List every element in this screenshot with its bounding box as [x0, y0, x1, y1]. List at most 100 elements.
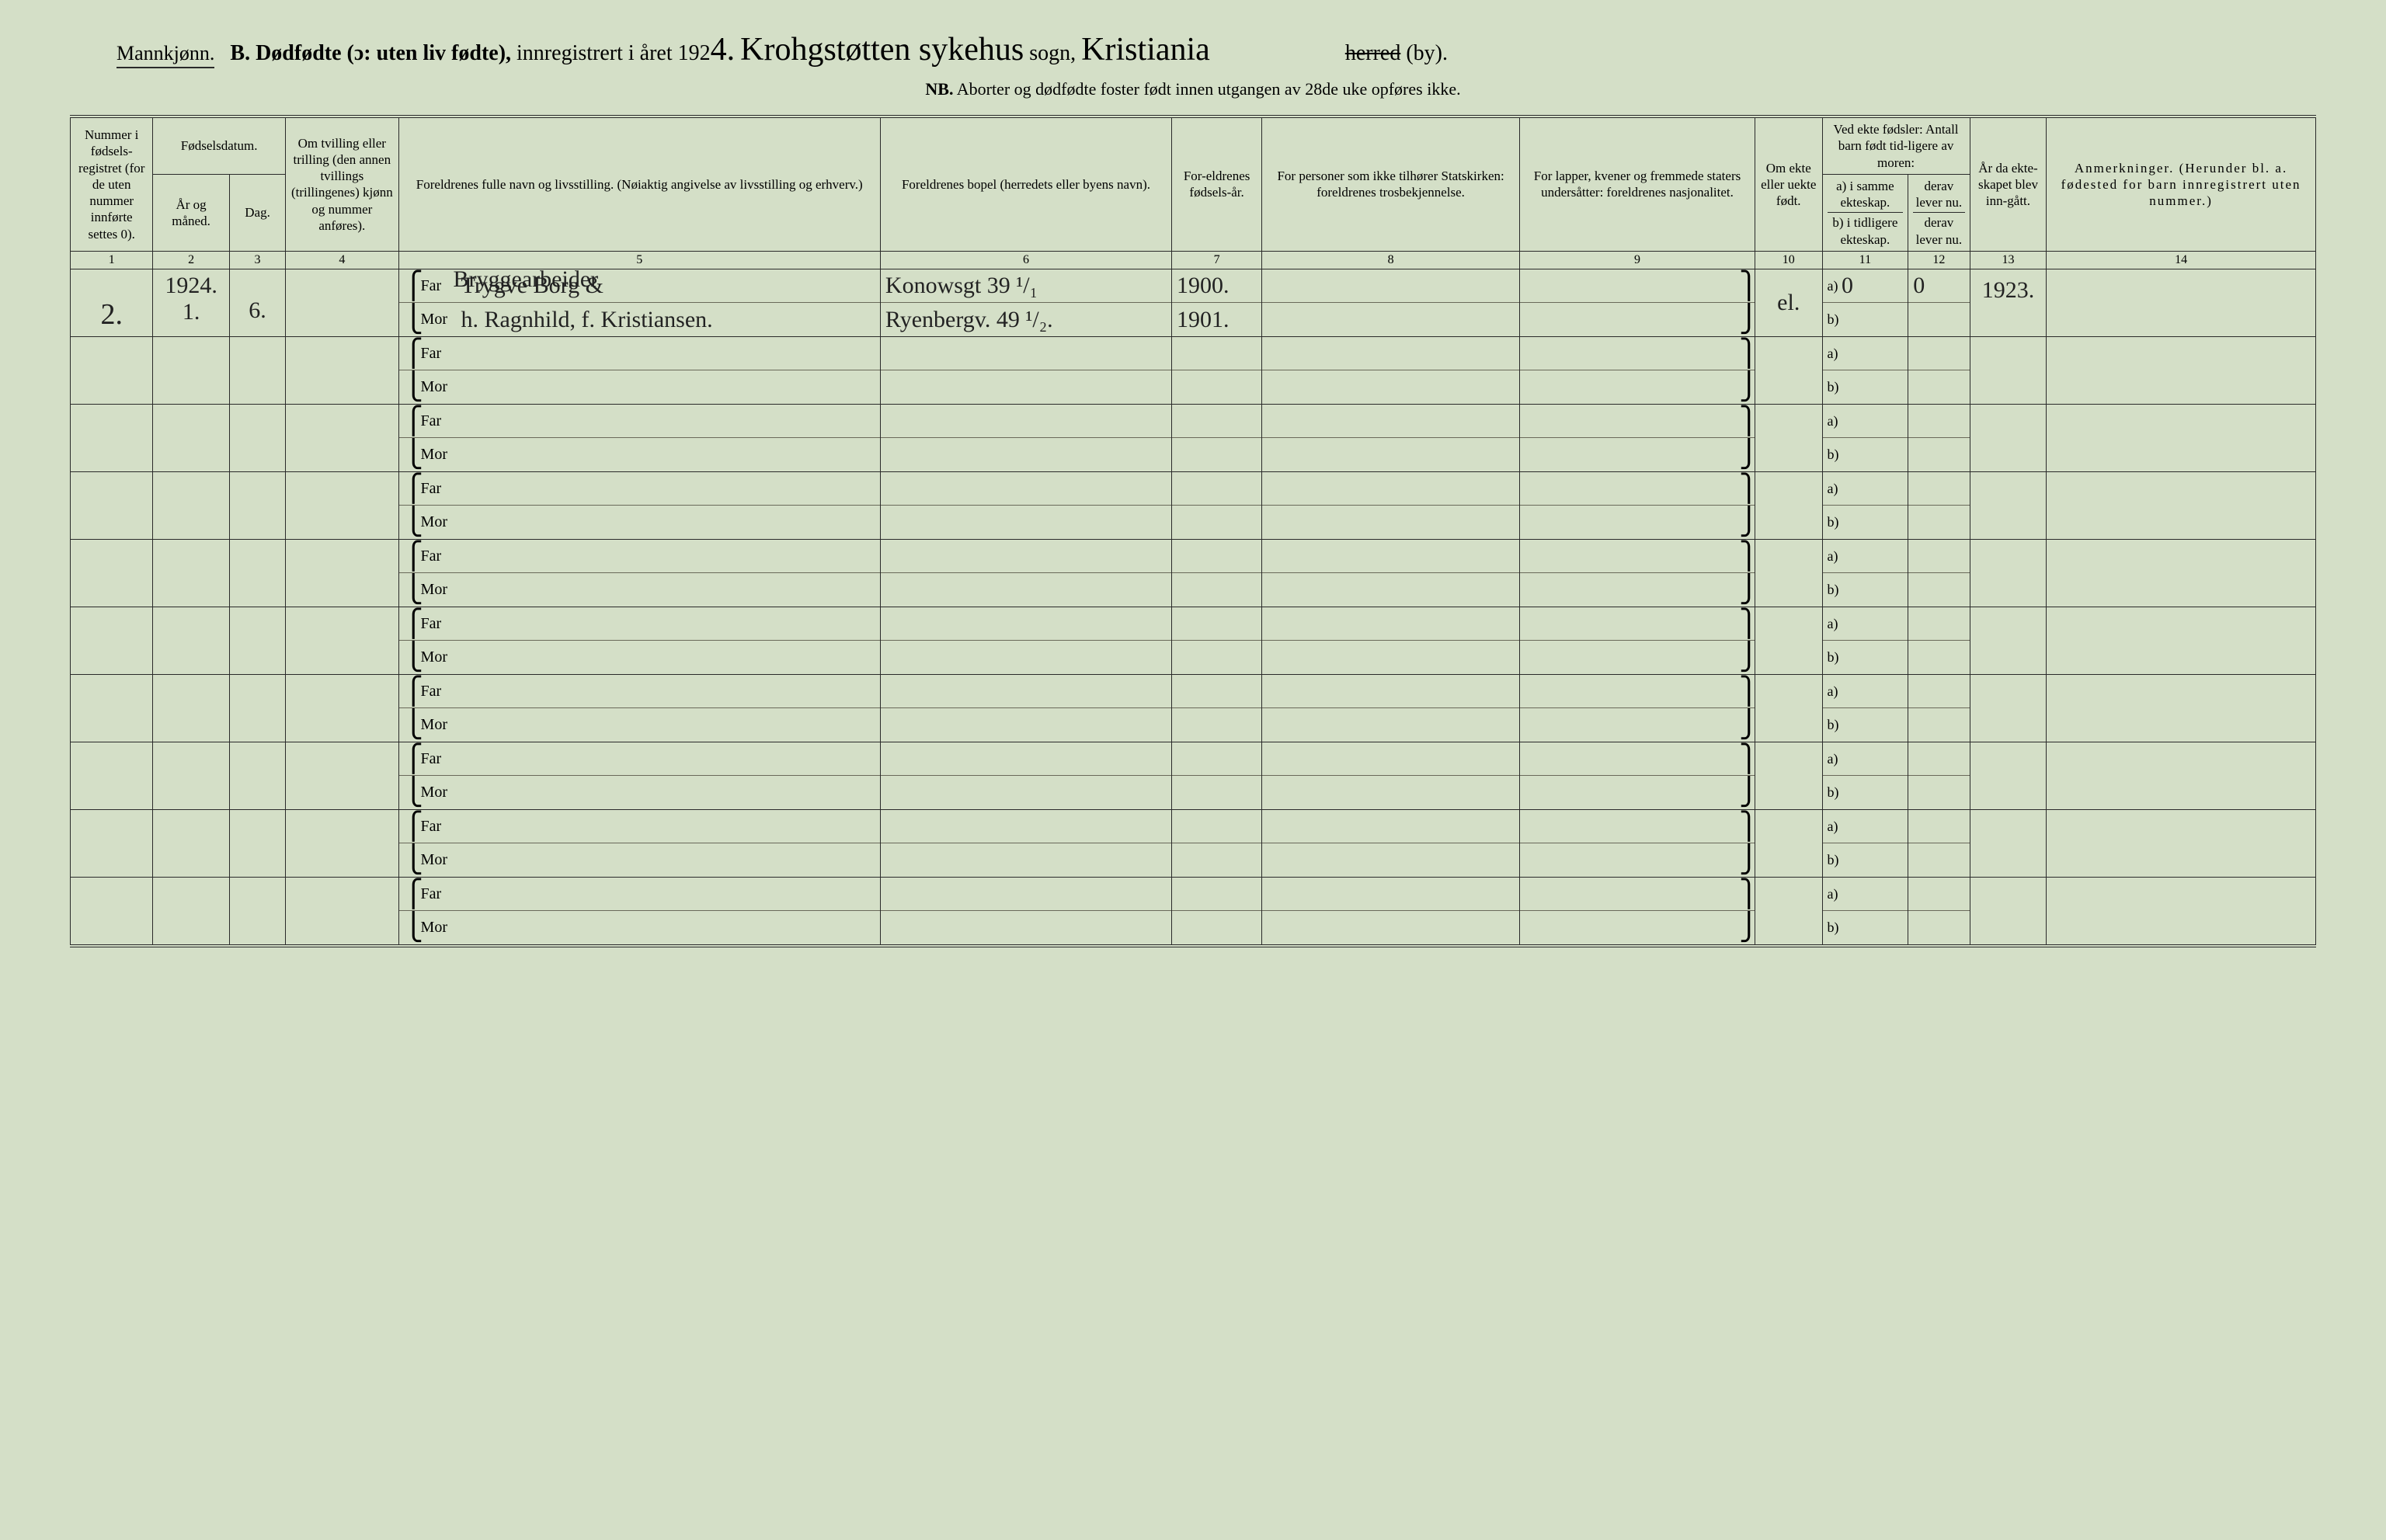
- cell-num: 2.: [71, 269, 153, 336]
- cell-day: [229, 809, 285, 877]
- brace-icon: ⎫: [1739, 280, 1750, 293]
- brace-icon: ⎩: [404, 786, 415, 799]
- a-label: a): [1828, 886, 1838, 902]
- marr-yr: 1923.: [1970, 269, 2047, 304]
- cell-day: 6.: [229, 269, 285, 336]
- cell-marr: [1970, 404, 2047, 471]
- num-11: 11: [1822, 251, 1908, 269]
- num-9: 9: [1520, 251, 1755, 269]
- cell-nation: ⎫⎭: [1520, 471, 1755, 539]
- cell-faith: [1262, 471, 1520, 539]
- a-label: a): [1828, 346, 1838, 362]
- brace-icon: ⎩: [404, 853, 415, 867]
- cell-birthyr: [1172, 877, 1262, 946]
- col-7: For-eldrenes fødsels-år.: [1172, 116, 1262, 251]
- col-2a: Fødselsdatum.: [153, 116, 286, 174]
- cell-marr: [1970, 674, 2047, 742]
- cell-faith: [1262, 674, 1520, 742]
- cell-parents: Bryggearbeider ⎧ Far Trygve Borg & ⎩ Mor…: [398, 269, 880, 336]
- cell-faith: [1262, 404, 1520, 471]
- cell-marr: [1970, 877, 2047, 946]
- num-7: 7: [1172, 251, 1262, 269]
- cell-addr: [880, 742, 1171, 809]
- cell-num: [71, 607, 153, 674]
- brace-icon: ⎩: [404, 381, 415, 394]
- num-10: 10: [1755, 251, 1822, 269]
- brace-icon: ⎧: [404, 685, 415, 698]
- brace-icon: ⎩: [404, 516, 415, 529]
- register-page: Mannkjønn. B. Dødfødte (ɔ: uten liv født…: [23, 23, 2363, 1517]
- cell-yearmonth: [153, 607, 230, 674]
- cell-marr: [1970, 809, 2047, 877]
- cell-notes: [2047, 471, 2315, 539]
- far-label: Far: [421, 480, 455, 498]
- entry-row: 2. 1924. 1. 6. Bryggearbeider ⎧ Far: [71, 269, 2316, 336]
- entry-day: 6.: [230, 269, 285, 324]
- cell-parents: ⎧Far⎩Mor: [398, 607, 880, 674]
- cell-addr: [880, 607, 1171, 674]
- far-label: Far: [421, 885, 455, 903]
- cell-parents: ⎧Far⎩Mor: [398, 336, 880, 404]
- brace-icon: ⎧: [404, 280, 415, 293]
- brace-icon: ⎫: [1739, 415, 1750, 428]
- brace-icon: ⎩: [404, 921, 415, 934]
- entry-row: ⎧Far⎩Mor⎫⎭a)b): [71, 877, 2316, 946]
- cell-twin: [286, 471, 398, 539]
- far-label: Far: [421, 277, 455, 295]
- cell-ab: a)b): [1822, 471, 1908, 539]
- cell-nation: ⎫⎭: [1520, 404, 1755, 471]
- register-table: Nummer i fødsels-registret (for de uten …: [70, 115, 2316, 947]
- b-label: b): [1828, 582, 1839, 598]
- cell-twin: [286, 742, 398, 809]
- cell-ab: a) b): [1822, 809, 1908, 877]
- cell-yearmonth: [153, 471, 230, 539]
- cell-parents: ⎧Far⎩Mor: [398, 809, 880, 877]
- a-label: a): [1828, 751, 1838, 767]
- entry-year: 1924.: [153, 269, 229, 299]
- b-label: b): [1828, 852, 1839, 868]
- cell-lev: [1908, 809, 1970, 877]
- cell-num: [71, 809, 153, 877]
- cell-lev: [1908, 607, 1970, 674]
- cell-marr: [1970, 539, 2047, 607]
- cell-twin: [286, 539, 398, 607]
- cell-ab: a)b): [1822, 877, 1908, 946]
- brace-icon: ⎧: [404, 347, 415, 360]
- cell-parents: ⎧Far⎩Mor: [398, 877, 880, 946]
- brace-icon: ⎩: [404, 448, 415, 461]
- mor-label: Mor: [421, 378, 455, 396]
- cell-parents: ⎧Far⎩Mor: [398, 404, 880, 471]
- col-6: Foreldrenes bopel (herredets eller byens…: [880, 116, 1171, 251]
- cell-lev: [1908, 471, 1970, 539]
- brace-icon: ⎭: [1739, 313, 1750, 326]
- cell-faith: [1262, 336, 1520, 404]
- cell-ekte: [1755, 809, 1822, 877]
- cell-ekte: [1755, 877, 1822, 946]
- cell-marr: 1923.: [1970, 269, 2047, 336]
- brace-icon: ⎫: [1739, 482, 1750, 495]
- mor-label: Mor: [421, 648, 455, 666]
- cell-parents: ⎧Far⎩Mor: [398, 742, 880, 809]
- cell-ab: a)b): [1822, 539, 1908, 607]
- cell-faith: [1262, 539, 1520, 607]
- cell-birthyr: [1172, 674, 1262, 742]
- mor-label: Mor: [421, 446, 455, 464]
- cell-birthyr: 1900. 1901.: [1172, 269, 1262, 336]
- brace-icon: ⎭: [1739, 718, 1750, 732]
- brace-icon: ⎧: [404, 617, 415, 631]
- cell-birthyr: [1172, 607, 1262, 674]
- cell-birthyr: [1172, 539, 1262, 607]
- entry-row: ⎧Far⎩Mor⎫⎭a)b): [71, 674, 2316, 742]
- section-b: B.: [230, 41, 250, 65]
- cell-notes: [2047, 877, 2315, 946]
- cell-lev: [1908, 539, 1970, 607]
- gender-label: Mannkjønn.: [117, 42, 214, 68]
- cell-nation: ⎫⎭: [1520, 877, 1755, 946]
- brace-icon: ⎫: [1739, 347, 1750, 360]
- mor-label: Mor: [421, 919, 455, 937]
- sogn-hand: Krohgstøtten sykehus: [740, 32, 1024, 68]
- a-label: a): [1828, 819, 1838, 835]
- brace-icon: ⎫: [1739, 820, 1750, 833]
- entry-row: ⎧Far⎩Mor⎫⎭a)b): [71, 471, 2316, 539]
- cell-marr: [1970, 607, 2047, 674]
